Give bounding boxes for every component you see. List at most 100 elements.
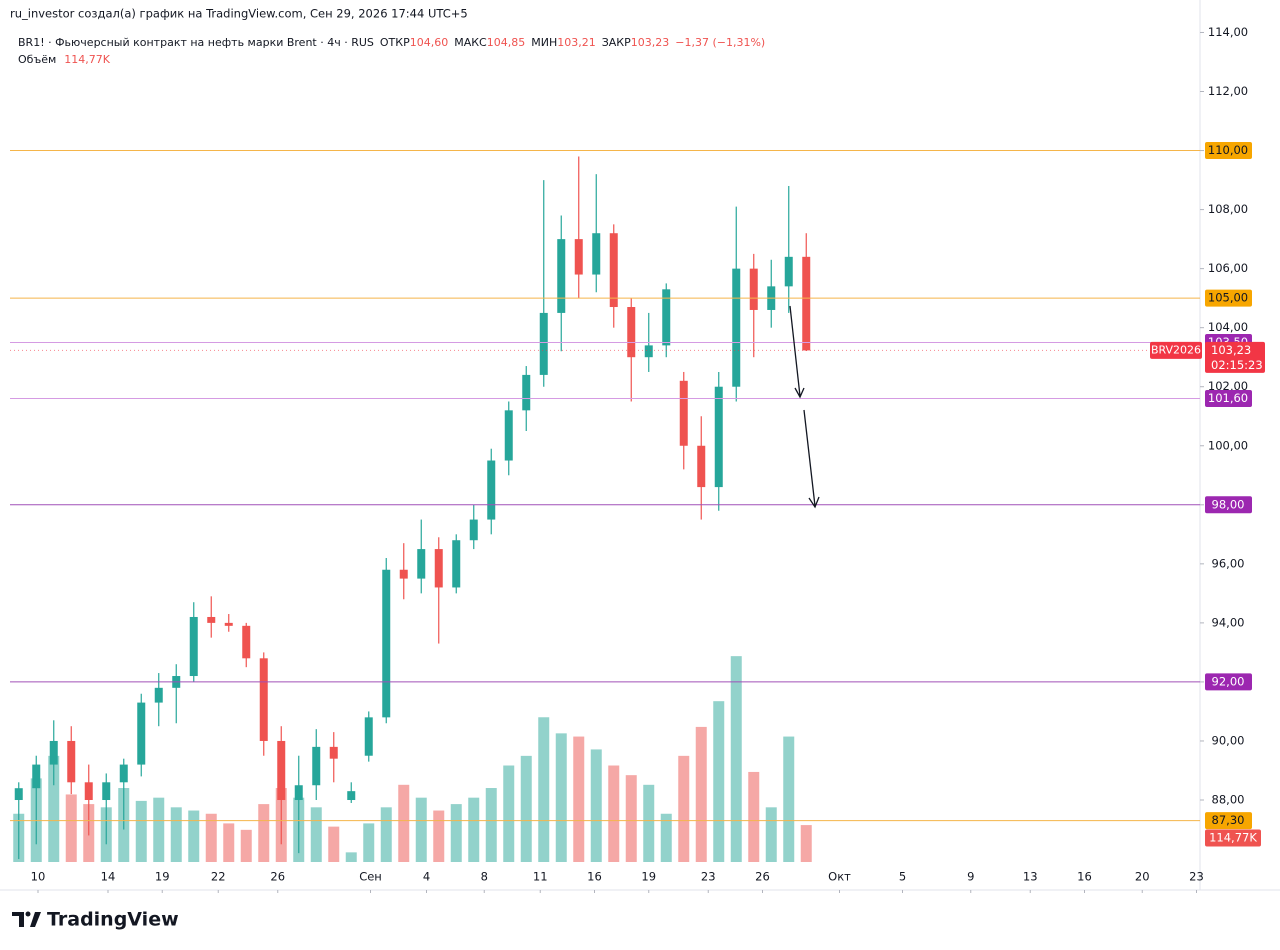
level-label: 101,60 bbox=[1208, 391, 1248, 405]
candle-body bbox=[189, 616, 198, 677]
candle-body bbox=[434, 549, 443, 588]
candle-body bbox=[154, 687, 163, 703]
y-tick-label: 102,00 bbox=[1208, 379, 1248, 393]
x-tick-label: 26 bbox=[270, 870, 285, 884]
x-tick-label: Сен bbox=[359, 870, 382, 884]
candle-body bbox=[32, 764, 41, 789]
change: −1,37 (−1,31%) bbox=[675, 36, 765, 49]
candle-body bbox=[259, 658, 268, 741]
level-box bbox=[1205, 496, 1252, 514]
x-tick-label: Окт bbox=[828, 870, 851, 884]
y-tick-label: 106,00 bbox=[1208, 261, 1248, 275]
x-tick-label: 5 bbox=[899, 870, 906, 884]
x-tick-label: 8 bbox=[481, 870, 488, 884]
level-box bbox=[1205, 390, 1252, 408]
candle-body bbox=[224, 622, 233, 626]
volume-bar bbox=[730, 656, 742, 862]
level-box bbox=[1205, 673, 1252, 691]
candle-body bbox=[504, 410, 513, 461]
x-tick-label: 13 bbox=[1023, 870, 1038, 884]
symbol-label: BRV2026 bbox=[1151, 343, 1201, 356]
level-label: 105,00 bbox=[1208, 291, 1248, 305]
countdown: 02:15:23 bbox=[1211, 358, 1263, 372]
ohlc-value: 103,21 bbox=[557, 36, 596, 49]
x-tick-label: 23 bbox=[701, 870, 716, 884]
volume-bar bbox=[800, 825, 812, 862]
volume-bar bbox=[258, 804, 270, 862]
ohlc-name: ЗАКР bbox=[602, 36, 631, 49]
candle-body bbox=[329, 746, 338, 759]
volume-bar bbox=[450, 804, 462, 862]
candle-body bbox=[644, 345, 653, 358]
candle-body bbox=[697, 445, 706, 488]
x-tick-label: 20 bbox=[1135, 870, 1150, 884]
candle-body bbox=[592, 233, 601, 275]
candle-body bbox=[417, 549, 426, 579]
y-tick-label: 114,00 bbox=[1208, 25, 1248, 39]
level-box bbox=[1205, 142, 1252, 160]
ohlc-name: МАКС bbox=[454, 36, 487, 49]
candle-body bbox=[382, 569, 391, 718]
volume-bar bbox=[170, 807, 182, 862]
last-price-label: 103,23 bbox=[1211, 343, 1251, 357]
symbol-box bbox=[1150, 341, 1202, 359]
volume-bar bbox=[748, 771, 760, 862]
x-tick-label: 16 bbox=[1077, 870, 1092, 884]
y-tick-label: 90,00 bbox=[1212, 733, 1245, 747]
volume-bar bbox=[380, 807, 392, 862]
volume-bar bbox=[398, 784, 410, 862]
candle-body bbox=[14, 788, 23, 801]
candle-body bbox=[732, 268, 741, 387]
volume-label: 114,77K bbox=[1209, 831, 1257, 845]
level-label: 87,30 bbox=[1212, 813, 1245, 827]
candle-body bbox=[277, 740, 286, 801]
x-tick-label: 14 bbox=[101, 870, 116, 884]
legend: BR1! · Фьючерсный контракт на нефть марк… bbox=[18, 36, 765, 49]
logo-icon bbox=[12, 911, 41, 927]
plot: 88,00 90,00 92,00 94,00 96,00 98,00 100,00 102,… bbox=[10, 25, 1265, 893]
author-line: ru_investor создал(а) график на TradingV… bbox=[10, 7, 468, 21]
volume-value: 114,77K bbox=[64, 53, 110, 66]
volume-bar bbox=[468, 797, 480, 862]
candle-body bbox=[84, 782, 93, 801]
volume-legend: Объём 114,77K bbox=[18, 53, 111, 66]
ohlc-name: ОТКР bbox=[380, 36, 410, 49]
arrow bbox=[803, 409, 820, 509]
level-label: 98,00 bbox=[1212, 497, 1245, 511]
candle-body bbox=[452, 540, 461, 588]
candle-body bbox=[557, 239, 566, 313]
x-tick-label: 23 bbox=[1189, 870, 1204, 884]
x-tick-label: 19 bbox=[155, 870, 170, 884]
candle-body bbox=[207, 616, 216, 623]
volume-box bbox=[1205, 829, 1261, 847]
volume-bar bbox=[538, 717, 550, 862]
symbol-line: BR1! · Фьючерсный контракт на нефть марк… bbox=[18, 36, 374, 49]
candle-body bbox=[627, 307, 636, 358]
volume-bar bbox=[678, 755, 690, 862]
ohlc-value: 104,60 bbox=[410, 36, 449, 49]
candle-body bbox=[294, 785, 303, 801]
volume-bar bbox=[415, 797, 427, 862]
candle-body bbox=[49, 740, 58, 765]
candle-body bbox=[802, 256, 811, 351]
volume-bar bbox=[363, 823, 375, 862]
volume-bar bbox=[205, 813, 217, 862]
volume-bar bbox=[713, 701, 725, 862]
last-price-box bbox=[1205, 341, 1265, 373]
volume-bar bbox=[625, 775, 637, 862]
x-tick-label: 19 bbox=[641, 870, 656, 884]
candle-body bbox=[137, 702, 146, 765]
candle-body bbox=[714, 386, 723, 488]
volume-bar bbox=[520, 755, 532, 862]
candle-body bbox=[242, 625, 251, 659]
y-tick-label: 96,00 bbox=[1212, 556, 1245, 570]
volume-bar bbox=[48, 755, 60, 862]
volume-bar bbox=[765, 807, 777, 862]
y-tick-label: 108,00 bbox=[1208, 202, 1248, 216]
ohlc-value: 103,23 bbox=[631, 36, 670, 49]
x-tick-label: 26 bbox=[755, 870, 770, 884]
volume-bar bbox=[503, 765, 515, 862]
y-tick-label: 100,00 bbox=[1208, 438, 1248, 452]
